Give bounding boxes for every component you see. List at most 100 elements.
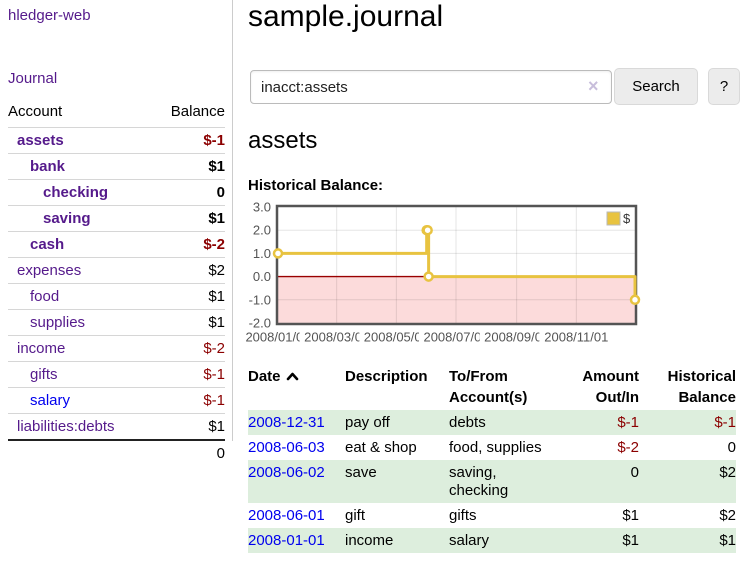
col-balance-line1: Historical <box>667 368 736 385</box>
account-link[interactable]: gifts <box>30 366 58 383</box>
account-balance-cell: $-1 <box>148 361 225 388</box>
transaction-date-cell: 2008-01-01 <box>248 528 345 553</box>
svg-text:2008/01/01: 2008/01/01 <box>245 330 310 345</box>
svg-text:3.0: 3.0 <box>253 200 271 215</box>
account-balance: $-2 <box>203 340 225 357</box>
account-balance: $1 <box>208 418 225 435</box>
accounts-body: assets $-1 bank $1 checking 0 saving $1 cash $-2 e… <box>8 127 225 440</box>
account-link[interactable]: bank <box>30 158 66 175</box>
sort-ascending-icon <box>286 372 298 381</box>
svg-text:2008/03/01: 2008/03/01 <box>304 330 369 345</box>
account-name-cell: cash <box>8 231 148 258</box>
account-row: salary $-1 <box>8 387 225 414</box>
account-link[interactable]: income <box>17 340 66 357</box>
transaction-accounts: food, supplies <box>449 439 542 456</box>
transaction-accounts: debts <box>449 410 559 435</box>
account-balance: $-1 <box>203 392 225 409</box>
accounts-total-row: 0 <box>8 439 225 466</box>
transaction-accounts: salary <box>449 528 559 553</box>
transaction-description: gift <box>345 507 366 524</box>
account-name-cell: food <box>8 283 148 310</box>
transaction-date-cell: 2008-06-02 <box>248 460 345 503</box>
account-balance-cell: 0 <box>148 179 225 206</box>
clear-search-icon[interactable]: × <box>588 76 599 96</box>
svg-text:2.0: 2.0 <box>253 223 271 238</box>
help-button[interactable]: ? <box>708 68 740 105</box>
account-link[interactable]: expenses <box>17 262 82 279</box>
col-tofrom-line2: Account(s) <box>449 389 528 406</box>
spacer <box>8 439 148 466</box>
transaction-amount: $-2 <box>617 439 639 456</box>
sidebar-divider <box>232 0 233 441</box>
account-balance: $1 <box>208 210 225 227</box>
transaction-date-link[interactable]: 2008-06-01 <box>248 507 325 524</box>
account-name-cell: saving <box>8 205 148 232</box>
account-row: cash $-2 <box>8 231 225 258</box>
transaction-amount: $-1 <box>559 410 639 435</box>
col-tofrom: To/From Account(s) <box>449 366 559 410</box>
account-name-cell: income <box>8 335 148 362</box>
account-link[interactable]: food <box>30 288 60 305</box>
account-balance-cell: $2 <box>148 257 225 284</box>
transaction-date-link[interactable]: 2008-01-01 <box>248 532 325 549</box>
account-balance: 0 <box>216 184 225 201</box>
account-balance-cell: $1 <box>148 205 225 232</box>
account-link[interactable]: cash <box>30 236 65 253</box>
svg-text:$: $ <box>623 211 631 226</box>
transaction-description: eat & shop <box>345 439 417 456</box>
transaction-date-link[interactable]: 2008-06-02 <box>248 464 325 481</box>
account-heading: assets <box>248 127 318 154</box>
account-row: gifts $-1 <box>8 361 225 388</box>
search-button[interactable]: Search <box>614 68 698 105</box>
search-input[interactable] <box>250 70 612 104</box>
account-balance: $1 <box>208 158 225 175</box>
account-balance: $1 <box>208 314 225 331</box>
account-link[interactable]: saving <box>43 210 91 227</box>
transaction-date-link[interactable]: 2008-12-31 <box>248 414 325 431</box>
account-name-cell: salary <box>8 387 148 414</box>
col-amount-line2: Out/In <box>595 389 639 406</box>
account-name-cell: gifts <box>8 361 148 388</box>
sidebar-item-journal[interactable]: Journal <box>8 70 58 87</box>
account-row: assets $-1 <box>8 127 225 154</box>
register-body: 2008-12-31 pay off debts $-1 $-1 2008-06-03 ea… <box>248 410 736 553</box>
account-name-cell: checking <box>8 179 148 206</box>
transaction-amount: $1 <box>559 528 639 553</box>
svg-text:2008/05/01: 2008/05/01 <box>364 330 429 345</box>
transaction-date-cell: 2008-06-01 <box>248 503 345 528</box>
transaction-row: 2008-01-01 income salary $1 $1 <box>248 528 736 553</box>
account-balance: $-2 <box>203 236 225 253</box>
app-title-link[interactable]: hledger-web <box>8 7 91 24</box>
account-link[interactable]: liabilities:debts <box>17 418 115 435</box>
accounts-col-balance: Balance <box>170 103 225 120</box>
account-row: liabilities:debts $1 <box>8 413 225 440</box>
col-amount: Amount Out/In <box>559 366 639 410</box>
transaction-accounts: gifts <box>449 507 477 524</box>
account-name-cell: assets <box>8 127 148 154</box>
transaction-row: 2008-06-03 eat & shop food, supplies $-2 0 <box>248 435 736 460</box>
transaction-row: 2008-06-01 gift gifts $1 $2 <box>248 503 736 528</box>
svg-text:2008/07/01: 2008/07/01 <box>423 330 488 345</box>
account-name-cell: bank <box>8 153 148 180</box>
account-link[interactable]: assets <box>17 132 64 149</box>
col-description: Description <box>345 368 428 385</box>
account-link[interactable]: checking <box>43 184 109 201</box>
transaction-date-link[interactable]: 2008-06-03 <box>248 439 325 456</box>
accounts-header-row: Account Balance <box>8 100 225 128</box>
account-link[interactable]: supplies <box>30 314 86 331</box>
transaction-date-cell: 2008-06-03 <box>248 435 345 460</box>
account-balance-cell: $1 <box>148 309 225 336</box>
account-link[interactable]: salary <box>30 392 71 409</box>
col-amount-line1: Amount <box>582 368 639 385</box>
transaction-balance: $-1 <box>639 410 736 435</box>
account-balance: $1 <box>208 288 225 305</box>
svg-text:1.0: 1.0 <box>253 246 271 261</box>
svg-text:2008/11/01: 2008/11/01 <box>544 330 608 345</box>
transaction-amount: $1 <box>622 507 639 524</box>
account-balance: $-1 <box>203 132 225 149</box>
register-table: Date Description To/From Account(s) Amou… <box>248 366 736 553</box>
transaction-description: pay off <box>345 410 449 435</box>
transaction-accounts: saving, checking <box>449 460 559 503</box>
col-date[interactable]: Date <box>248 366 345 410</box>
account-balance: $2 <box>208 262 225 279</box>
